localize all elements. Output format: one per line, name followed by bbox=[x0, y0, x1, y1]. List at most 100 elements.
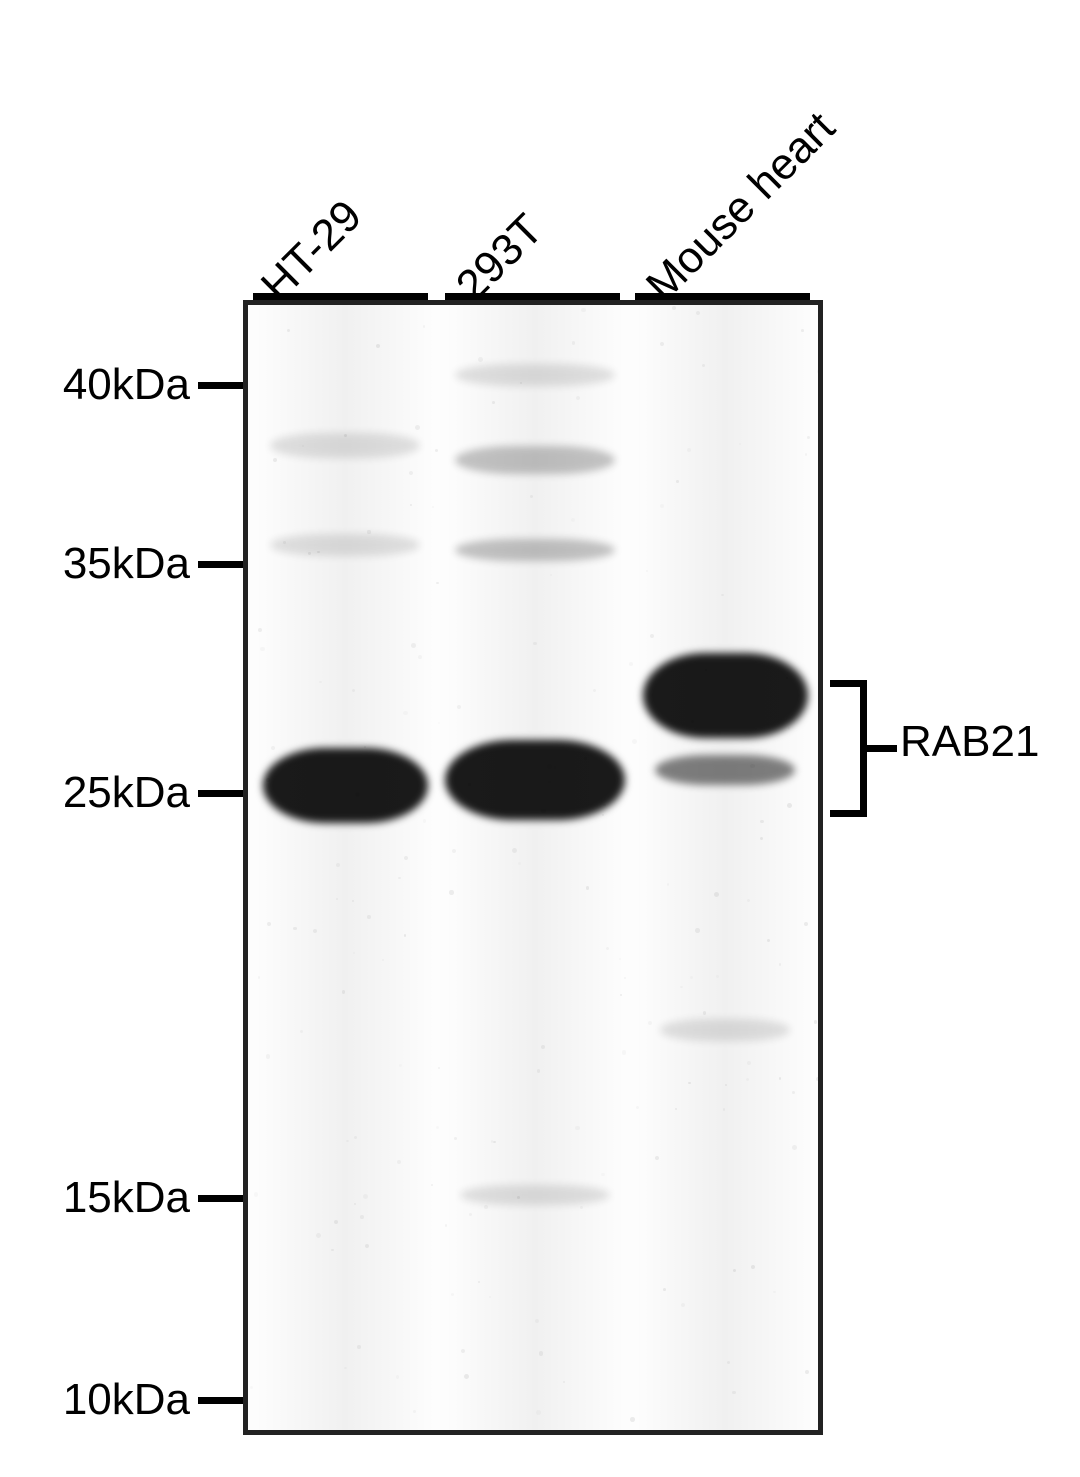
grain bbox=[367, 530, 370, 533]
grain bbox=[308, 552, 310, 554]
grain bbox=[266, 778, 270, 782]
grain bbox=[360, 1215, 364, 1219]
grain bbox=[254, 1192, 258, 1196]
grain bbox=[438, 722, 440, 724]
grain bbox=[454, 1137, 457, 1140]
grain bbox=[355, 792, 360, 797]
grain bbox=[336, 898, 338, 900]
grain bbox=[767, 939, 770, 942]
grain bbox=[536, 1410, 541, 1415]
grain bbox=[548, 781, 551, 784]
grain bbox=[725, 1084, 727, 1086]
grain bbox=[357, 1345, 360, 1348]
gel-inner bbox=[248, 305, 818, 1430]
lane-label-2: Mouse heart bbox=[639, 105, 843, 309]
grain bbox=[760, 820, 763, 823]
grain bbox=[541, 809, 545, 813]
grain bbox=[342, 990, 345, 993]
grain bbox=[690, 976, 693, 979]
grain bbox=[788, 727, 790, 729]
mw-tick-3 bbox=[198, 1195, 243, 1202]
grain bbox=[716, 975, 718, 977]
lane-underline-1 bbox=[445, 293, 620, 300]
grain bbox=[714, 892, 719, 897]
grain bbox=[313, 929, 317, 933]
grain bbox=[478, 357, 483, 362]
grain bbox=[436, 582, 439, 585]
grain bbox=[695, 928, 699, 932]
grain bbox=[660, 504, 664, 508]
lane-label-0: HT-29 bbox=[254, 193, 370, 309]
grain bbox=[435, 449, 438, 452]
grain bbox=[571, 518, 575, 522]
grain bbox=[423, 819, 426, 822]
grain bbox=[431, 1184, 433, 1186]
grain bbox=[365, 1244, 369, 1248]
gel-membrane bbox=[243, 300, 823, 1435]
grain bbox=[457, 705, 461, 709]
grain bbox=[801, 329, 804, 332]
grain bbox=[397, 1160, 401, 1164]
grain bbox=[399, 1064, 402, 1067]
grain bbox=[533, 642, 536, 645]
grain bbox=[541, 1045, 545, 1049]
grain bbox=[786, 677, 788, 679]
grain bbox=[624, 977, 626, 979]
grain bbox=[535, 1319, 539, 1323]
grain bbox=[404, 934, 406, 936]
grain bbox=[721, 594, 724, 597]
grain bbox=[593, 689, 596, 692]
grain bbox=[539, 1351, 543, 1355]
grain bbox=[354, 1136, 357, 1139]
grain bbox=[816, 1077, 818, 1081]
grain bbox=[732, 1391, 735, 1394]
grain bbox=[787, 803, 792, 808]
grain bbox=[438, 1067, 440, 1069]
grain bbox=[530, 495, 533, 498]
grain bbox=[606, 947, 609, 950]
grain bbox=[667, 883, 669, 885]
grain bbox=[418, 655, 422, 659]
grain bbox=[717, 731, 721, 735]
grain bbox=[817, 369, 818, 374]
lane-underline-0 bbox=[253, 293, 428, 300]
bracket-arm-bottom bbox=[830, 810, 860, 817]
grain bbox=[805, 1370, 809, 1374]
grain bbox=[250, 1386, 253, 1389]
grain bbox=[779, 963, 781, 965]
grain bbox=[258, 976, 260, 978]
grain bbox=[629, 662, 633, 666]
grain bbox=[449, 890, 453, 894]
grain bbox=[258, 628, 262, 632]
grain bbox=[415, 425, 420, 430]
grain bbox=[663, 1288, 666, 1291]
grain bbox=[271, 746, 275, 750]
grain bbox=[814, 1020, 817, 1023]
mw-label-3: 15kDa bbox=[0, 1176, 190, 1220]
grain bbox=[517, 1196, 520, 1199]
mw-label-4: 10kDa bbox=[0, 1378, 190, 1422]
grain bbox=[622, 1050, 627, 1055]
grain bbox=[705, 669, 707, 671]
grain bbox=[331, 1249, 333, 1251]
lane-streak-2 bbox=[635, 305, 815, 1430]
grain bbox=[792, 1145, 797, 1150]
grain bbox=[630, 1417, 635, 1422]
grain bbox=[319, 681, 321, 683]
grain bbox=[484, 1205, 488, 1209]
grain bbox=[688, 1082, 690, 1084]
grain bbox=[586, 886, 589, 889]
grain bbox=[493, 1141, 496, 1144]
mw-tick-4 bbox=[198, 1397, 243, 1404]
lane-streak-0 bbox=[255, 305, 435, 1430]
grain bbox=[687, 448, 691, 452]
mw-tick-2 bbox=[198, 790, 243, 797]
mw-tick-1 bbox=[198, 561, 243, 568]
grain bbox=[603, 804, 606, 807]
grain bbox=[409, 471, 413, 475]
grain bbox=[804, 922, 808, 926]
grain bbox=[404, 856, 408, 860]
grain bbox=[411, 643, 416, 648]
grain bbox=[436, 1126, 439, 1129]
mw-label-0: 40kDa bbox=[0, 363, 190, 407]
